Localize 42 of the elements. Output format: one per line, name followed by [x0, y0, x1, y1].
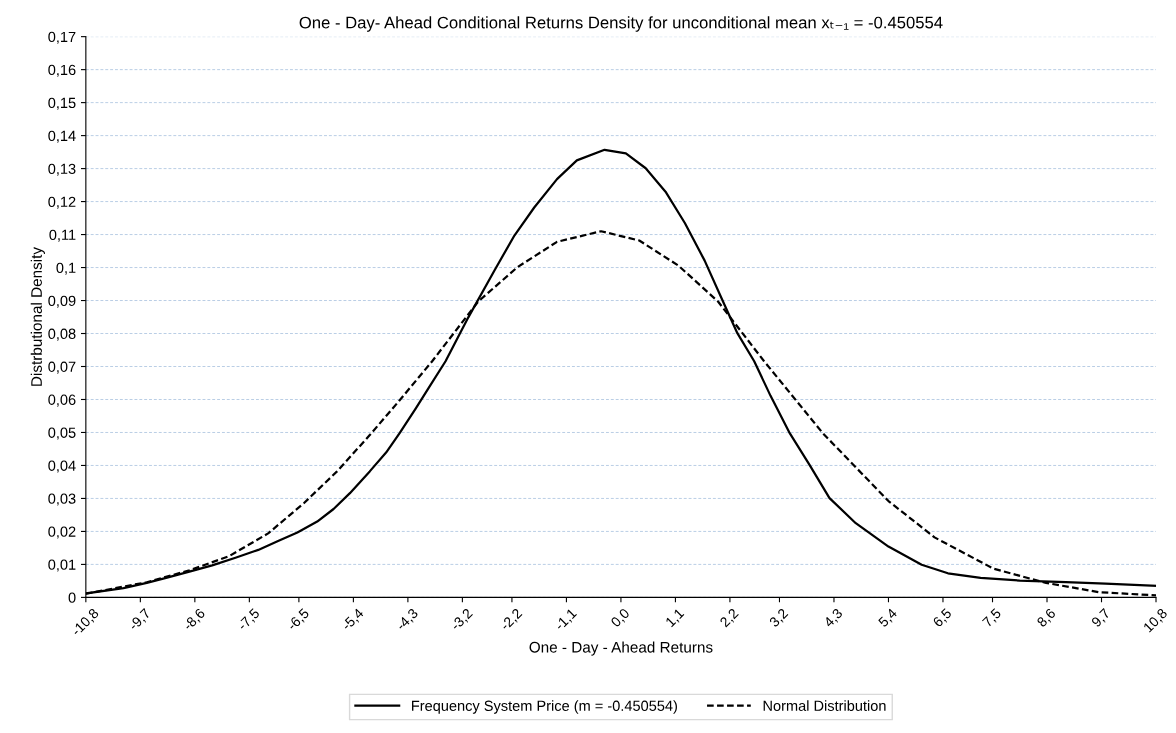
y-tick-label: 0,02 — [48, 526, 76, 539]
y-tick-label: 0,03 — [48, 493, 76, 506]
x-tick-label: 2,2 — [719, 607, 741, 629]
x-tick-label: 4,3 — [823, 607, 845, 629]
legend-label: Frequency System Price (m = -0.450554) — [412, 700, 677, 714]
y-tick-label: 0,14 — [48, 130, 76, 143]
x-tick-label: -4,3 — [395, 607, 420, 632]
x-tick-label: 9,7 — [1090, 607, 1112, 629]
x-tick-label: 0,0 — [610, 607, 632, 629]
x-tick-label: -3,2 — [450, 607, 475, 632]
x-tick-label: 7,5 — [981, 607, 1003, 629]
x-axis-title: One - Day - Ahead Returns — [529, 641, 713, 656]
y-tick-label: 0,08 — [48, 328, 76, 341]
y-tick-label: 0,07 — [48, 361, 76, 374]
y-tick-label: 0,1 — [56, 262, 76, 275]
y-tick-label: 0,12 — [48, 196, 76, 209]
y-tick-label: 0,01 — [48, 559, 76, 572]
y-tick-label: 0 — [68, 592, 76, 603]
y-tick-label: 0,05 — [48, 427, 76, 440]
x-tick-label: 3,2 — [768, 607, 790, 629]
x-tick-label: -7,5 — [237, 607, 262, 632]
x-tick-label: -6,5 — [286, 607, 311, 632]
legend-label: Normal Distribution — [763, 700, 886, 711]
y-tick-label: 0,15 — [48, 97, 76, 110]
y-tick-label: 0,06 — [48, 394, 76, 407]
y-tick-label: 0,16 — [48, 64, 76, 77]
y-tick-label: 0,13 — [48, 163, 76, 176]
x-tick-label: -9,7 — [128, 607, 153, 632]
x-tick-label: -5,4 — [341, 607, 366, 632]
y-tick-label: 0,09 — [48, 295, 76, 308]
y-axis-title: Distrbutional Density — [30, 247, 45, 386]
x-tick-label: 5,4 — [877, 607, 899, 629]
x-tick-label: -1,1 — [554, 607, 579, 632]
x-tick-label: 6,5 — [932, 607, 954, 629]
x-tick-label: -8,6 — [182, 607, 207, 632]
x-tick-label: 8,6 — [1036, 607, 1058, 629]
y-tick-label: 0,17 — [48, 31, 76, 44]
chart-title: One - Day- Ahead Conditional Returns Density for unconditional mean xₜ₋₁ = -0.450554 — [299, 16, 943, 32]
x-tick-label: 1,1 — [665, 607, 686, 629]
y-tick-label: 0,11 — [49, 229, 76, 242]
y-tick-label: 0,04 — [48, 460, 76, 473]
x-tick-label: -2,2 — [499, 607, 524, 632]
